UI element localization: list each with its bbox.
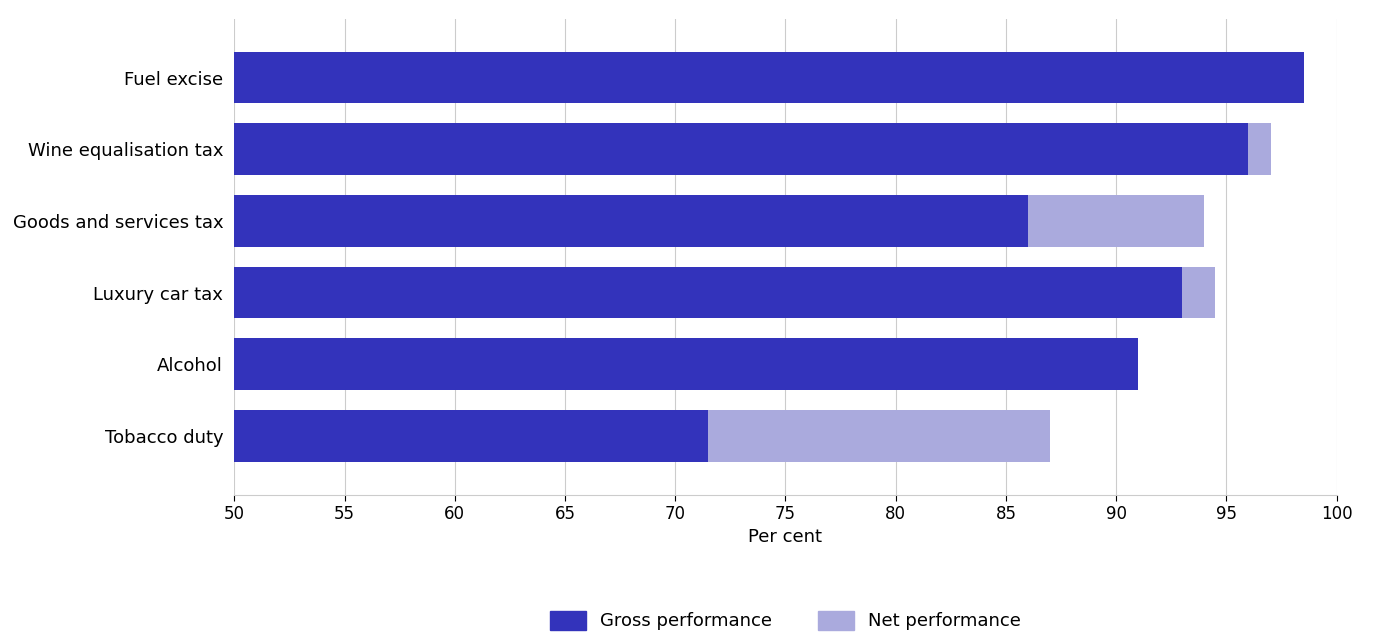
Bar [234,410,1050,462]
Legend: Gross performance, Net performance: Gross performance, Net performance [543,604,1028,634]
Bar [234,124,1271,175]
Bar [234,410,708,462]
X-axis label: Per cent: Per cent [748,529,823,547]
Bar [234,267,1182,318]
Bar [234,124,1248,175]
Bar [234,52,1304,103]
Bar [234,267,1215,318]
Bar [234,339,1138,390]
Bar [234,195,1204,247]
Bar [234,195,1028,247]
